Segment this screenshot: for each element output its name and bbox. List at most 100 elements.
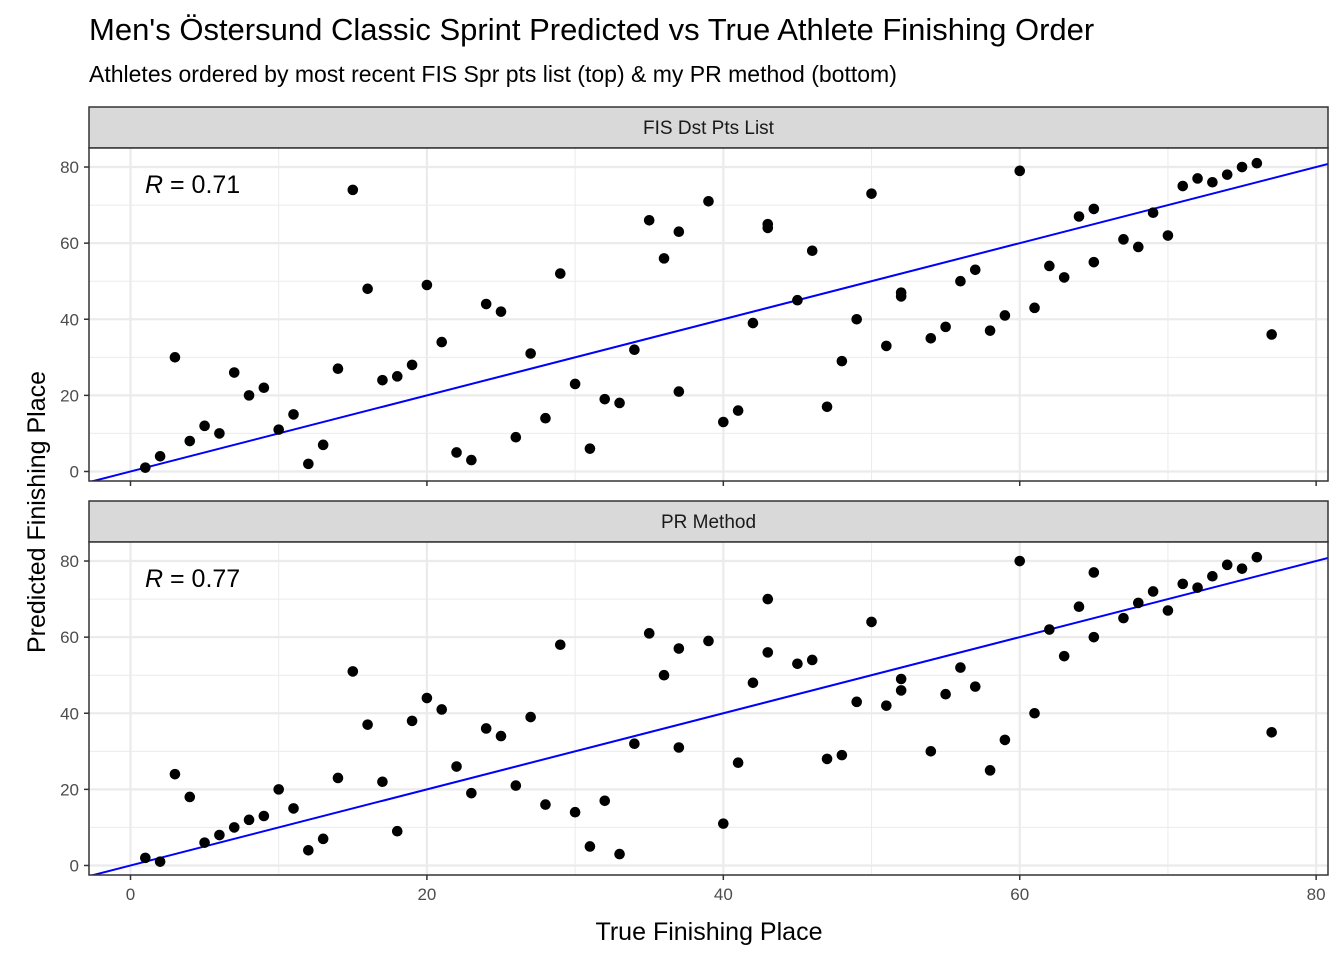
data-point xyxy=(1177,578,1189,590)
data-point xyxy=(1162,605,1174,616)
data-point xyxy=(643,215,655,226)
data-point xyxy=(732,757,744,769)
data-point xyxy=(1058,272,1070,283)
data-point xyxy=(1221,559,1233,571)
data-point xyxy=(347,666,359,677)
data-point xyxy=(569,378,581,390)
data-point xyxy=(540,799,551,810)
data-point xyxy=(451,761,462,772)
data-point xyxy=(1132,597,1144,609)
data-point xyxy=(984,325,996,336)
data-point xyxy=(214,428,225,439)
reference-line xyxy=(89,557,1328,875)
data-point xyxy=(228,822,240,833)
data-point xyxy=(554,268,566,279)
data-point xyxy=(866,188,877,199)
data-point xyxy=(762,647,774,658)
data-point xyxy=(1207,176,1218,188)
data-point xyxy=(658,669,670,681)
data-point xyxy=(955,275,966,287)
y-tick-label: 0 xyxy=(70,856,79,875)
data-point xyxy=(1044,260,1055,272)
data-point xyxy=(732,405,744,416)
data-point xyxy=(599,795,611,807)
data-point xyxy=(228,367,240,378)
data-point xyxy=(940,321,951,333)
data-point xyxy=(673,386,685,397)
data-point xyxy=(258,382,270,394)
panel-border xyxy=(88,541,1329,876)
data-point xyxy=(391,371,403,382)
data-point xyxy=(747,677,759,689)
data-point xyxy=(510,431,522,443)
data-point xyxy=(510,780,522,791)
data-point xyxy=(1029,302,1040,314)
data-point xyxy=(1058,650,1070,662)
data-point xyxy=(303,844,314,856)
panel-strip-label: PR Method xyxy=(661,512,756,533)
y-tick-label: 60 xyxy=(60,628,79,647)
data-point xyxy=(466,787,477,799)
panel-1: FIS Dst Pts List R = 0.71 0 20 40 60 80 xyxy=(60,106,1329,486)
data-point xyxy=(925,332,937,344)
data-point xyxy=(480,723,492,734)
data-point xyxy=(1251,551,1263,563)
data-point xyxy=(362,719,373,730)
data-point xyxy=(288,803,299,814)
data-point xyxy=(406,715,418,727)
data-point xyxy=(436,336,448,348)
data-point xyxy=(525,348,536,359)
data-point xyxy=(629,344,640,356)
data-point xyxy=(317,439,329,451)
data-point xyxy=(332,772,344,784)
data-point xyxy=(199,420,210,432)
data-point xyxy=(881,700,892,711)
y-tick-label: 40 xyxy=(60,704,79,723)
y-tick-label: 40 xyxy=(60,310,79,329)
data-point xyxy=(1251,157,1263,169)
data-point xyxy=(1088,256,1100,268)
data-point xyxy=(851,696,863,708)
data-point xyxy=(1014,555,1026,567)
chart-subtitle: Athletes ordered by most recent FIS Spr … xyxy=(89,61,897,87)
data-point xyxy=(703,635,714,647)
data-point xyxy=(214,829,225,841)
data-point xyxy=(1014,165,1026,177)
data-point xyxy=(243,390,255,401)
data-point xyxy=(1088,631,1100,643)
data-point xyxy=(584,841,596,852)
x-tick-label: 60 xyxy=(1010,885,1029,904)
data-point xyxy=(614,397,625,409)
data-point xyxy=(154,450,166,462)
data-point xyxy=(673,742,685,753)
data-point xyxy=(495,730,507,742)
x-tick-label: 20 xyxy=(417,885,436,904)
data-point xyxy=(540,412,551,424)
data-point xyxy=(362,283,373,295)
data-point xyxy=(866,616,877,628)
data-point xyxy=(317,833,329,845)
correlation-variable: R xyxy=(145,565,163,593)
data-point xyxy=(762,222,774,234)
data-point xyxy=(969,681,981,692)
data-point xyxy=(599,393,611,405)
x-tick-label: 0 xyxy=(126,885,135,904)
data-point xyxy=(629,738,640,750)
data-point xyxy=(347,184,359,196)
data-point xyxy=(881,340,892,352)
data-point xyxy=(184,791,196,803)
data-point xyxy=(1177,180,1189,192)
y-tick-label: 0 xyxy=(70,462,79,481)
correlation-value: = 0.71 xyxy=(163,171,240,199)
data-point xyxy=(303,458,314,470)
data-point xyxy=(718,416,729,428)
data-point xyxy=(1236,161,1248,173)
data-point xyxy=(999,734,1011,746)
data-point xyxy=(1162,230,1174,241)
data-point xyxy=(821,401,833,413)
data-point xyxy=(273,424,285,435)
data-point xyxy=(955,662,966,673)
correlation-label: R = 0.71 xyxy=(145,171,240,199)
data-point xyxy=(999,310,1011,321)
